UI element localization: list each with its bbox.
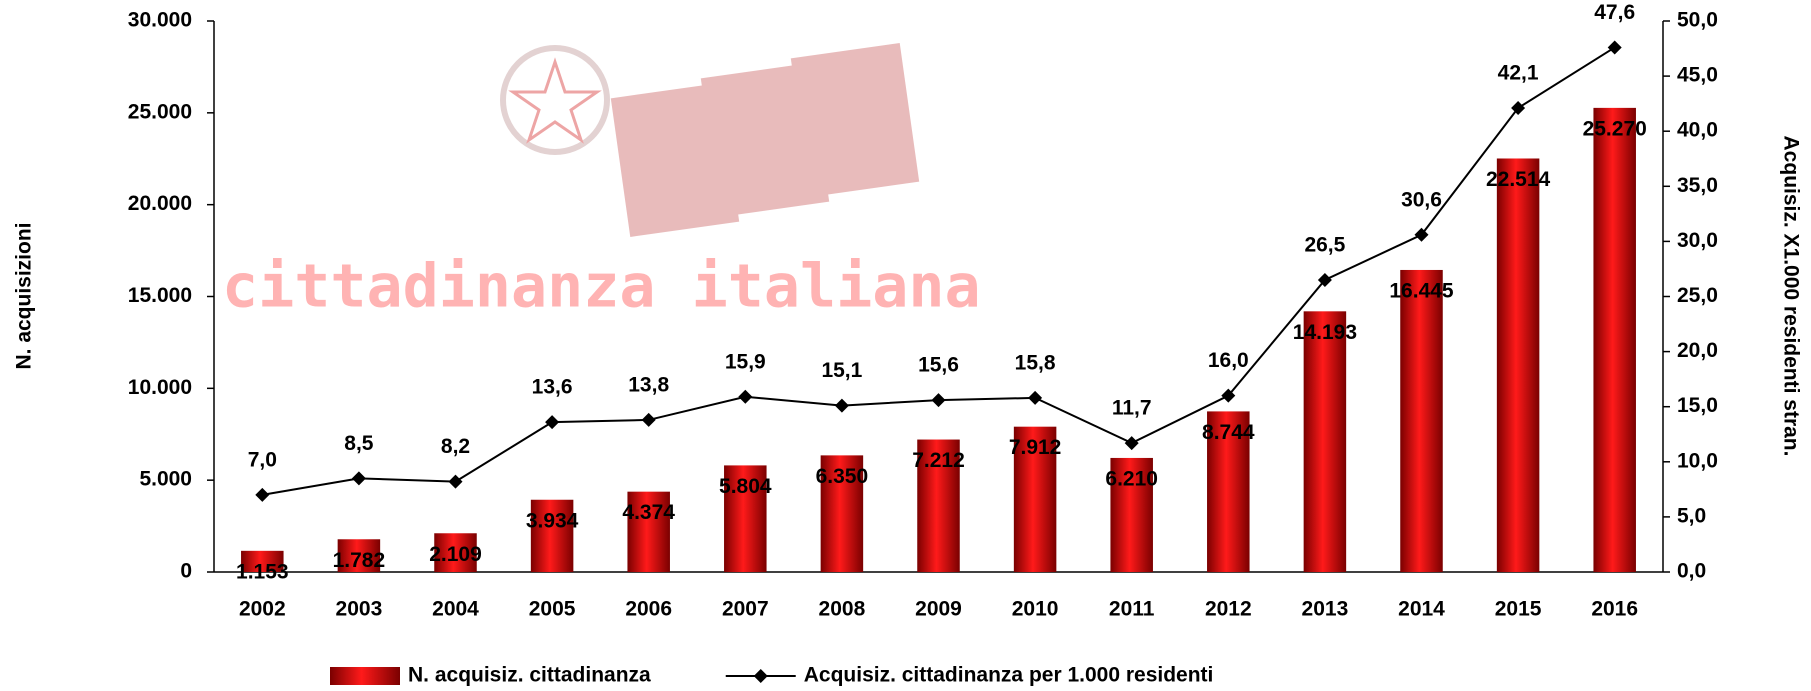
x-tick-label: 2004 <box>432 598 479 621</box>
data-label: 42,1 <box>1498 62 1539 85</box>
line-marker <box>738 390 752 404</box>
legend-label: N. acquisiz. cittadinanza <box>408 664 651 687</box>
y-tick-label: 15.000 <box>128 284 192 307</box>
y-tick-label: 30.000 <box>128 9 192 32</box>
bar <box>1304 311 1347 572</box>
y2-tick-label: 40,0 <box>1677 119 1718 142</box>
data-label: 15,6 <box>918 354 959 377</box>
y-tick-label: 10.000 <box>128 376 192 399</box>
data-label: 15,9 <box>725 350 766 373</box>
y-axis-title: N. acquisizioni <box>13 222 36 369</box>
y-tick-label: 25.000 <box>128 100 192 123</box>
line-marker <box>545 415 559 429</box>
data-label: 16.445 <box>1389 280 1454 303</box>
bar <box>1400 270 1443 572</box>
data-label: 14.193 <box>1293 321 1357 344</box>
y2-tick-label: 0,0 <box>1677 560 1706 583</box>
line-marker <box>449 475 463 489</box>
x-tick-label: 2008 <box>819 598 866 621</box>
data-label: 8,2 <box>441 435 470 458</box>
data-label: 7.912 <box>1009 436 1062 459</box>
data-label: 7.212 <box>912 449 965 472</box>
data-label: 2.109 <box>429 543 482 566</box>
x-tick-label: 2010 <box>1012 598 1059 621</box>
line-marker <box>1125 436 1139 450</box>
x-tick-label: 2015 <box>1495 598 1542 621</box>
data-label: 1.782 <box>333 549 386 572</box>
x-tick-label: 2012 <box>1205 598 1252 621</box>
data-label: 6.350 <box>816 465 869 488</box>
data-label: 8,5 <box>344 432 374 455</box>
y2-tick-label: 5,0 <box>1677 504 1706 527</box>
x-tick-label: 2011 <box>1109 598 1155 621</box>
line-marker <box>642 413 656 427</box>
y-tick-label: 0 <box>180 560 192 583</box>
x-tick-label: 2016 <box>1591 598 1638 621</box>
x-tick-label: 2014 <box>1398 598 1445 621</box>
y2-tick-label: 50,0 <box>1677 9 1718 32</box>
data-label: 5.804 <box>719 475 772 498</box>
data-label: 15,8 <box>1015 351 1056 374</box>
data-label: 25.270 <box>1583 117 1647 140</box>
data-label: 7,0 <box>248 448 277 471</box>
legend-label: Acquisiz. cittadinanza per 1.000 residen… <box>804 664 1214 687</box>
data-label: 4.374 <box>622 501 675 524</box>
decoration <box>503 43 919 237</box>
y2-tick-label: 15,0 <box>1677 394 1718 417</box>
y-tick-label: 20.000 <box>128 192 192 215</box>
x-tick-label: 2013 <box>1302 598 1349 621</box>
line-marker <box>255 488 269 502</box>
y2-tick-label: 35,0 <box>1677 174 1718 197</box>
data-label: 8.744 <box>1202 421 1255 444</box>
y2-tick-label: 25,0 <box>1677 284 1718 307</box>
data-label: 15,1 <box>821 359 862 382</box>
y2-axis-title: Acquisiz. X1.000 residenti stran. <box>1779 136 1802 457</box>
data-label: 1.153 <box>236 560 289 583</box>
line-marker <box>1608 40 1622 54</box>
line-marker <box>1028 391 1042 405</box>
data-label: 13,8 <box>628 373 669 396</box>
data-label: 6.210 <box>1105 467 1158 490</box>
data-label: 30,6 <box>1401 188 1442 211</box>
y2-tick-label: 30,0 <box>1677 229 1718 252</box>
data-label: 16,0 <box>1208 349 1249 372</box>
bar <box>1497 158 1540 572</box>
x-tick-label: 2006 <box>625 598 672 621</box>
y2-tick-label: 10,0 <box>1677 449 1718 472</box>
line-marker <box>835 399 849 413</box>
data-label: 26,5 <box>1304 234 1345 257</box>
x-tick-label: 2003 <box>336 598 383 621</box>
chart: cittadinanza italiana N. acquisizioni Ac… <box>0 0 1811 691</box>
x-tick-label: 2007 <box>722 598 769 621</box>
data-label: 47,6 <box>1594 1 1635 24</box>
bar <box>1593 108 1636 572</box>
y2-tick-label: 20,0 <box>1677 339 1718 362</box>
watermark: cittadinanza italiana <box>222 252 981 322</box>
legend-swatch <box>330 667 400 685</box>
line-marker <box>352 471 366 485</box>
y2-tick-label: 45,0 <box>1677 64 1718 87</box>
x-tick-label: 2002 <box>239 598 286 621</box>
data-label: 3.934 <box>526 509 579 532</box>
x-tick-label: 2009 <box>915 598 962 621</box>
data-label: 22.514 <box>1486 168 1551 191</box>
data-label: 11,7 <box>1112 397 1152 420</box>
y-tick-label: 5.000 <box>139 468 192 491</box>
line-marker <box>932 393 946 407</box>
legend-marker <box>754 669 768 683</box>
x-tick-label: 2005 <box>529 598 576 621</box>
data-label: 13,6 <box>532 376 573 399</box>
